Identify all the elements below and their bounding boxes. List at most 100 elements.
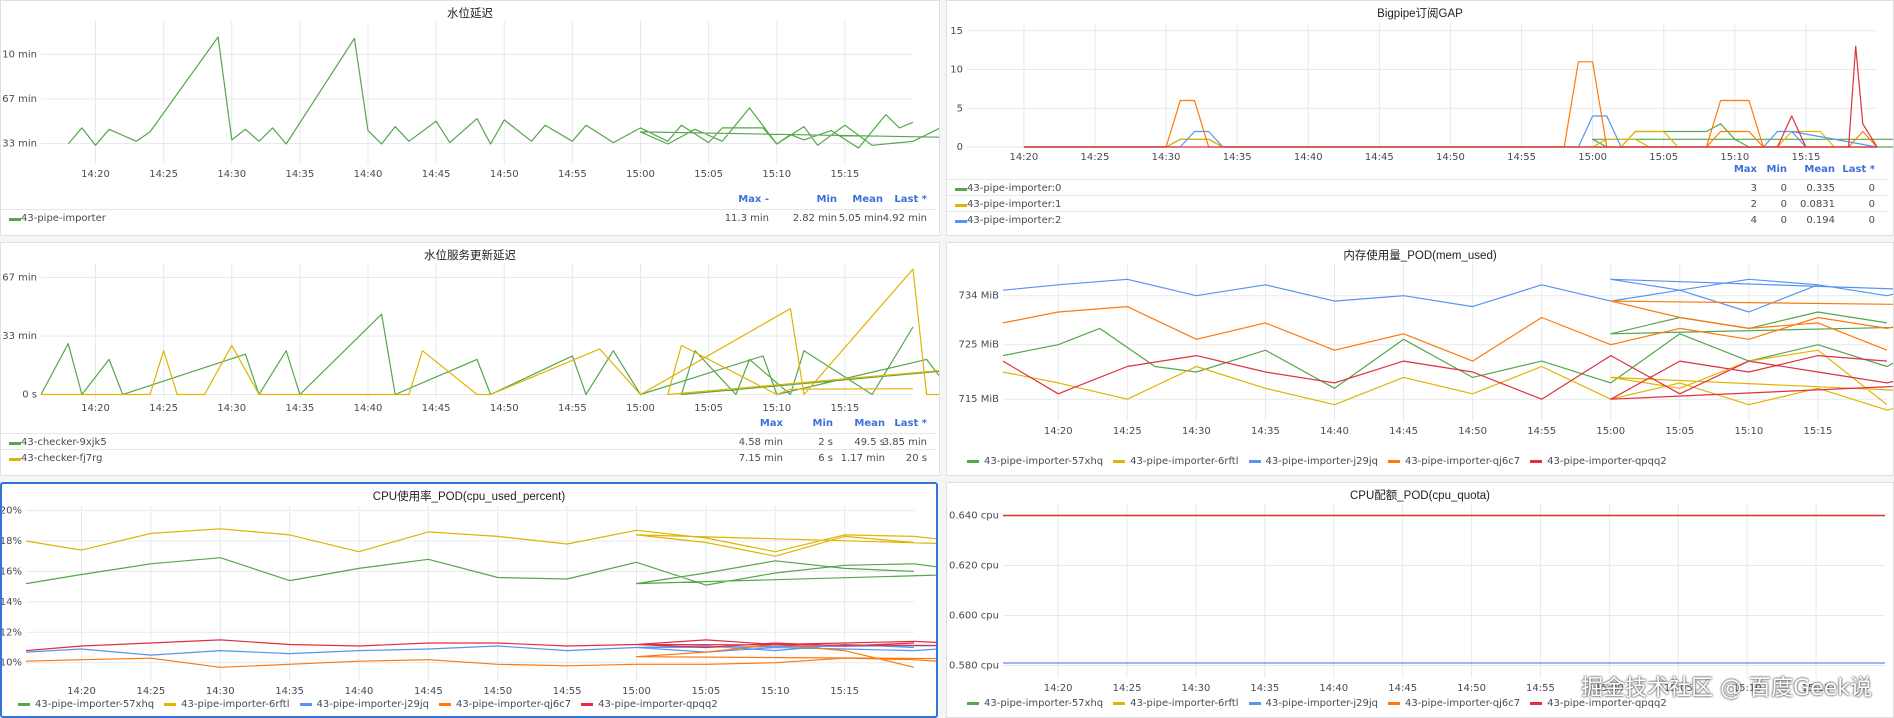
series-line-orange[interactable] [25, 643, 936, 668]
legend-column-header[interactable]: Last * [894, 418, 927, 429]
legend-item[interactable]: 43-pipe-importer-j29jq [299, 699, 429, 710]
y-tick-label: 0.620 cpu [949, 561, 999, 572]
x-tick-label: 14:50 [1458, 426, 1487, 437]
legend-value: 6 s [818, 453, 833, 464]
legend-column-header[interactable]: Mean [1804, 164, 1835, 175]
legend-item[interactable]: 43-pipe-importer-6rftl [164, 699, 290, 710]
legend-column-header[interactable]: Max [1733, 164, 1757, 175]
series-line-blue[interactable] [25, 643, 936, 656]
legend-row[interactable]: 43-checker-fj7rg 7.15 min 6 s 1.17 min 20 s [1, 449, 935, 468]
x-tick-label: 14:40 [1320, 426, 1349, 437]
x-tick-label: 15:00 [626, 169, 655, 180]
legend-swatch [18, 702, 30, 706]
legend-column-header[interactable]: Min [1766, 164, 1788, 175]
x-tick-label: 15:15 [830, 403, 859, 414]
chart-cpu-used-percent: 14:20 14:25 14:30 14:35 14:40 14:45 14:50 14:55… [2, 506, 936, 697]
legend-row[interactable]: 43-checker-9xjk5 4.58 min 2 s 49.5 s 3.85 mi… [1, 433, 935, 452]
legend-value: 0 [1868, 215, 1875, 226]
legend-series-name: 43-checker-9xjk5 [21, 437, 107, 448]
x-tick-label: 14:45 [414, 686, 443, 697]
y-tick-label: 16% [2, 566, 22, 577]
legend-item[interactable]: 43-pipe-importer-57xhq [18, 699, 154, 710]
legend-swatch [1248, 459, 1261, 463]
x-tick-label: 14:45 [1389, 426, 1418, 437]
legend-swatch [9, 442, 21, 445]
y-tick-label: 0 [957, 142, 963, 153]
panel-title[interactable]: Bigpipe订阅GAP [1377, 8, 1463, 20]
series-line-green[interactable] [1023, 123, 1894, 148]
x-tick-label: 14:35 [275, 686, 304, 697]
series-line-yellow[interactable] [41, 268, 940, 396]
legend-item[interactable]: 43-pipe-importer-qj6c7 [1387, 698, 1520, 709]
legend-column-header[interactable]: Mean [852, 194, 883, 205]
legend-item[interactable]: 43-pipe-importer-qpqq2 [581, 699, 718, 710]
panel-title[interactable]: 水位服务更新延迟 [424, 250, 516, 262]
legend-item[interactable]: 43-pipe-importer-57xhq [967, 456, 1103, 467]
panel-service-update-delay: 水位服务更新延迟 14:20 14:25 14:30 14:35 14:40 14:45 1… [0, 242, 940, 476]
legend-item[interactable]: 43-pipe-importer-qpqq2 [1530, 698, 1667, 709]
legend-column-header[interactable]: Max - [738, 194, 769, 205]
legend-row[interactable]: 43-pipe-importer 11.3 min 2.82 min 5.05 min… [1, 209, 935, 228]
legend-value: 5.05 min [838, 213, 883, 224]
legend-column-header[interactable]: Max [759, 418, 783, 429]
legend-header: Max - Min Mean Last * [1, 191, 935, 209]
panel-title[interactable]: 内存使用量_POD(mem_used) [1343, 250, 1497, 262]
legend-series-name: 43-pipe-importer [21, 213, 106, 224]
panel-water-delay: 水位延迟 14:20 14:25 14:30 14:35 14:40 14:45 14:50… [0, 0, 940, 236]
legend-row[interactable]: 43-pipe-importer:2 4 0 0.194 0 [947, 211, 1887, 230]
y-tick-label: 10% [2, 658, 22, 669]
x-tick-label: 15:05 [1664, 683, 1693, 694]
y-tick-label: 0.640 cpu [949, 511, 999, 522]
legend-item[interactable]: 43-pipe-importer-qpqq2 [1530, 456, 1667, 467]
legend-item[interactable]: 43-pipe-importer-qj6c7 [1387, 456, 1520, 467]
series-line-red[interactable] [25, 639, 936, 652]
legend-value: 0 [1780, 199, 1787, 210]
legend-series-name: 43-pipe-importer-57xhq [984, 698, 1104, 709]
legend-column-header[interactable]: Last * [894, 194, 927, 205]
legend-item[interactable]: 43-pipe-importer-57xhq [967, 698, 1103, 709]
series-line-red[interactable] [1023, 45, 1878, 148]
series-line-green[interactable] [40, 313, 940, 396]
legend-column-header[interactable]: Last * [1842, 164, 1875, 175]
x-tick-label: 14:55 [1526, 683, 1555, 694]
series-line-green[interactable] [1002, 311, 1894, 389]
legend-series-name: 43-pipe-importer-qpqq2 [1547, 456, 1667, 467]
x-tick-label: 14:35 [1250, 683, 1279, 694]
y-tick-label: 18% [2, 536, 22, 547]
legend-item[interactable]: 43-pipe-importer-qj6c7 [438, 699, 571, 710]
legend-item[interactable]: 43-pipe-importer-j29jq [1248, 698, 1378, 709]
x-tick-label: 15:10 [762, 403, 791, 414]
x-tick-label: 14:25 [149, 169, 178, 180]
legend-item[interactable]: 43-pipe-importer-j29jq [1248, 456, 1378, 467]
series-line-red[interactable] [1002, 354, 1894, 400]
legend-item[interactable]: 43-pipe-importer-6rftl [1113, 456, 1239, 467]
legend-row[interactable]: 43-pipe-importer:0 3 0 0.335 0 [947, 179, 1887, 198]
series-line-yellow[interactable] [25, 528, 936, 557]
legend-column-header[interactable]: Min [816, 194, 838, 205]
panel-title[interactable]: 水位延迟 [447, 8, 493, 20]
legend-column-header[interactable]: Mean [854, 418, 885, 429]
panel-title[interactable]: CPU使用率_POD(cpu_used_percent) [372, 491, 566, 503]
legend-value: 0.335 [1806, 183, 1835, 194]
legend-row[interactable]: 43-pipe-importer:1 2 0 0.0831 0 [947, 195, 1887, 214]
x-tick-label: 14:45 [1388, 683, 1417, 694]
series-line-blue[interactable] [1002, 278, 1894, 313]
series-line-yellow[interactable] [1002, 349, 1894, 411]
legend-swatch [9, 218, 21, 221]
y-tick-label: 0.580 cpu [949, 661, 999, 672]
legend-value: 2.82 min [792, 213, 837, 224]
panel-title[interactable]: CPU配额_POD(cpu_quota) [1350, 490, 1490, 502]
x-tick-label: 15:15 [1802, 683, 1831, 694]
legend-series-name: 43-checker-fj7rg [21, 453, 103, 464]
series-line-green[interactable] [67, 36, 940, 149]
series-line-green[interactable] [25, 557, 936, 586]
legend-value: 4.92 min [882, 213, 927, 224]
legend-column-header[interactable]: Min [812, 418, 834, 429]
legend-series-name: 43-pipe-importer:0 [967, 183, 1062, 194]
chart-memory-used: 14:20 14:25 14:30 14:35 14:40 14:45 14:50 14:55… [958, 263, 1894, 437]
x-tick-label: 14:50 [1457, 683, 1486, 694]
legend-item[interactable]: 43-pipe-importer-6rftl [1113, 698, 1239, 709]
legend-header: Max Min Mean Last * [947, 161, 1887, 179]
x-tick-label: 15:10 [1734, 426, 1763, 437]
series-line-orange[interactable] [1002, 300, 1894, 362]
